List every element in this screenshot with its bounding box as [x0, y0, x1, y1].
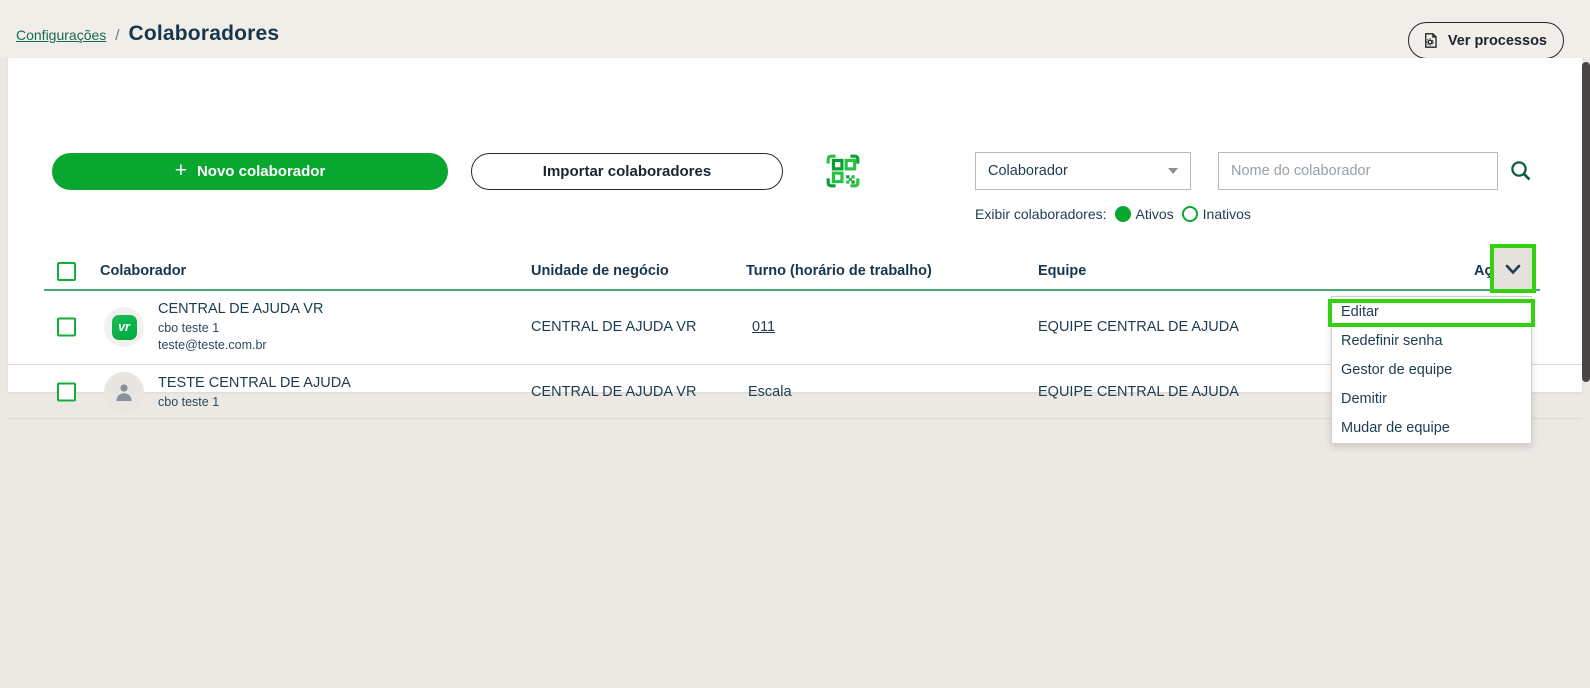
radio-inativos-label: Inativos: [1202, 206, 1251, 222]
menu-item-editar[interactable]: Editar: [1332, 297, 1531, 327]
ver-processos-button[interactable]: Ver processos: [1407, 22, 1564, 59]
breadcrumb: Configurações / Colaboradores: [16, 22, 279, 46]
person-icon: [111, 379, 137, 405]
row-actions-expand-button[interactable]: [1494, 248, 1532, 289]
table-header-row: Colaborador Unidade de negócio Turno (ho…: [8, 261, 1582, 289]
document-gear-icon: [1421, 31, 1440, 50]
exhibit-collaborators-filter: Exibir colaboradores: Ativos Inativos: [975, 206, 1251, 222]
radio-unselected-icon: [1181, 206, 1198, 222]
breadcrumb-configuracoes-link[interactable]: Configurações: [16, 27, 107, 43]
filter-type-value: Colaborador: [988, 163, 1068, 179]
cell-unidade: CENTRAL DE AJUDA VR: [531, 384, 697, 400]
collaborator-email: teste@teste.com.br: [158, 338, 267, 353]
breadcrumb-separator: /: [115, 27, 120, 44]
collaborator-name: TESTE CENTRAL DE AJUDA: [158, 374, 351, 391]
radio-inativos[interactable]: Inativos: [1181, 206, 1251, 222]
vr-logo-icon: vr: [111, 314, 137, 340]
qr-code-icon[interactable]: [824, 153, 862, 191]
page-title: Colaboradores: [128, 22, 280, 45]
cell-turno-link[interactable]: 011: [752, 319, 776, 335]
radio-selected-icon: [1114, 206, 1131, 222]
avatar: vr: [104, 307, 144, 347]
exhibit-label: Exibir colaboradores:: [975, 206, 1107, 222]
search-input[interactable]: [1218, 152, 1498, 190]
menu-item-gestor-de-equipe[interactable]: Gestor de equipe: [1332, 355, 1531, 385]
collaborator-name: CENTRAL DE AJUDA VR: [158, 300, 324, 317]
radio-ativos[interactable]: Ativos: [1114, 206, 1174, 222]
actions-dropdown-menu: Editar Redefinir senha Gestor de equipe …: [1331, 296, 1532, 444]
radio-ativos-label: Ativos: [1135, 206, 1174, 222]
chevron-down-icon: [1501, 257, 1525, 281]
table-header-underline: [44, 289, 1540, 291]
cell-equipe: EQUIPE CENTRAL DE AJUDA: [1038, 384, 1239, 400]
header-unidade: Unidade de negócio: [531, 263, 669, 279]
novo-colaborador-button[interactable]: + Novo colaborador: [52, 153, 448, 190]
menu-item-redefinir-senha[interactable]: Redefinir senha: [1332, 326, 1531, 356]
plus-icon: +: [174, 159, 187, 182]
collaborator-identity: TESTE CENTRAL DE AJUDA cbo teste 1: [158, 373, 351, 411]
avatar: [104, 372, 144, 412]
header-equipe: Equipe: [1038, 263, 1087, 279]
table-row: TESTE CENTRAL DE AJUDA cbo teste 1 CENTR…: [8, 366, 1582, 419]
cell-equipe: EQUIPE CENTRAL DE AJUDA: [1038, 319, 1239, 335]
collaborator-cbo: cbo teste 1: [158, 320, 220, 335]
filter-type-select[interactable]: Colaborador: [975, 152, 1191, 190]
cell-unidade: CENTRAL DE AJUDA VR: [531, 319, 697, 335]
row-checkbox[interactable]: [57, 317, 76, 337]
header-colaborador: Colaborador: [100, 263, 187, 279]
collaborator-identity: CENTRAL DE AJUDA VR cbo teste 1 teste@te…: [158, 299, 323, 355]
row-checkbox[interactable]: [57, 382, 76, 402]
collaborator-cbo: cbo teste 1: [158, 394, 220, 409]
chevron-down-icon: [1168, 168, 1178, 174]
novo-colaborador-label: Novo colaborador: [196, 163, 326, 180]
select-all-checkbox[interactable]: [57, 262, 76, 281]
importar-colaboradores-button[interactable]: Importar colaboradores: [471, 153, 783, 190]
ver-processos-label: Ver processos: [1447, 32, 1547, 49]
search-icon[interactable]: [1508, 159, 1534, 185]
header-turno: Turno (horário de trabalho): [746, 263, 932, 279]
content-card: + Novo colaborador Importar colaboradore…: [8, 58, 1582, 419]
top-bar: Configurações / Colaboradores Ver proces…: [0, 0, 1590, 59]
cell-turno: Escala: [748, 384, 792, 400]
menu-item-mudar-de-equipe[interactable]: Mudar de equipe: [1332, 413, 1531, 444]
annotation-box-chevron: [1490, 244, 1536, 293]
menu-item-demitir[interactable]: Demitir: [1332, 384, 1531, 414]
vertical-scrollbar[interactable]: [1582, 62, 1590, 382]
